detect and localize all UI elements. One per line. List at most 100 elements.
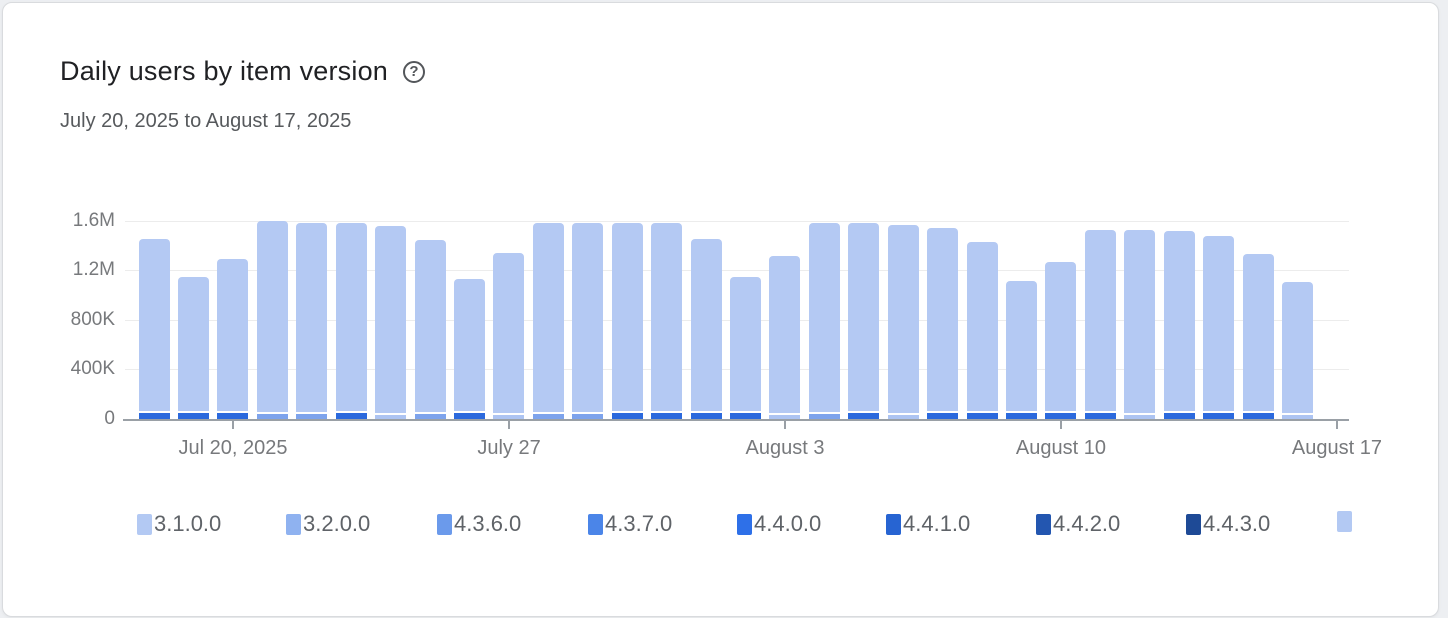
bar-day-10[interactable] bbox=[493, 253, 525, 419]
y-axis-label: 1.2M bbox=[72, 259, 115, 281]
legend-swatch bbox=[588, 513, 603, 535]
bar-segment-top bbox=[375, 225, 407, 413]
bar-segment-separator bbox=[1045, 411, 1077, 413]
x-axis-tick bbox=[784, 421, 787, 429]
bar-segment-top bbox=[769, 255, 801, 413]
bar-segment-separator bbox=[1005, 411, 1037, 413]
legend-swatch bbox=[1036, 513, 1051, 535]
bar-day-15[interactable] bbox=[690, 239, 722, 419]
bar-segment-separator bbox=[611, 411, 643, 413]
legend-label: 4.4.3.0 bbox=[1203, 511, 1271, 536]
bar-day-8[interactable] bbox=[414, 240, 446, 419]
bar-day-14[interactable] bbox=[651, 223, 683, 419]
legend-item-3.1.0.0: 3.1.0.0 bbox=[137, 511, 221, 537]
bar-segment-top bbox=[572, 223, 604, 412]
bar-day-5[interactable] bbox=[296, 222, 328, 419]
bar-segment-base bbox=[966, 413, 998, 419]
legend-label: 4.3.6.0 bbox=[454, 511, 522, 536]
bar-day-24[interactable] bbox=[1045, 261, 1077, 419]
x-axis-tick bbox=[508, 421, 511, 429]
bar-segment-separator bbox=[217, 411, 249, 413]
bar-segment-top bbox=[217, 258, 249, 411]
bar-day-1[interactable] bbox=[138, 238, 170, 419]
date-range: July 20, 2025 to August 17, 2025 bbox=[60, 110, 352, 132]
legend-swatch bbox=[886, 513, 901, 535]
bar-segment-separator bbox=[1124, 413, 1156, 415]
bar-day-4[interactable] bbox=[256, 220, 288, 419]
page-title: Daily users by item version bbox=[60, 56, 389, 86]
bar-day-16[interactable] bbox=[729, 277, 761, 419]
bar-segment-top bbox=[808, 223, 840, 412]
bar-segment-top bbox=[1203, 236, 1235, 411]
bar-segment-top bbox=[729, 277, 761, 411]
y-axis-label: 0 bbox=[104, 408, 115, 429]
bar-segment-separator bbox=[848, 411, 880, 413]
y-axis-label: 800K bbox=[70, 308, 115, 330]
bar-day-18[interactable] bbox=[808, 223, 840, 419]
legend-label: 3.2.0.0 bbox=[303, 511, 371, 536]
bar-day-11[interactable] bbox=[532, 223, 564, 419]
bar-day-19[interactable] bbox=[848, 223, 880, 419]
bar-day-29[interactable] bbox=[1242, 253, 1274, 419]
x-axis-label: July 27 bbox=[477, 437, 541, 459]
bar-segment-base bbox=[453, 413, 485, 419]
bar-day-23[interactable] bbox=[1005, 280, 1037, 419]
bar-segment-top bbox=[414, 240, 446, 412]
bar-day-12[interactable] bbox=[572, 223, 604, 419]
legend-label: 4.3.7.0 bbox=[605, 511, 673, 536]
bar-segment-top bbox=[453, 278, 485, 411]
card-header: Daily users by item version ? bbox=[60, 56, 426, 87]
bar-segment-base bbox=[335, 413, 367, 419]
bar-day-17[interactable] bbox=[769, 255, 801, 419]
bar-segment-separator bbox=[532, 412, 564, 414]
bar-segment-base bbox=[808, 414, 840, 419]
bar-segment-base bbox=[572, 414, 604, 419]
x-axis-label: Jul 20, 2025 bbox=[178, 437, 288, 459]
bar-segment-base bbox=[690, 413, 722, 419]
bar-day-20[interactable] bbox=[887, 225, 919, 419]
bar-day-26[interactable] bbox=[1124, 229, 1156, 419]
legend-item-4.4.3.0: 4.4.3.0 bbox=[1186, 511, 1270, 537]
bar-segment-separator bbox=[335, 411, 367, 413]
bar-segment-separator bbox=[651, 411, 683, 413]
help-icon[interactable]: ? bbox=[403, 60, 426, 83]
bar-day-7[interactable] bbox=[375, 225, 407, 419]
legend-label: 4.4.0.0 bbox=[754, 511, 822, 536]
bar-day-25[interactable] bbox=[1084, 230, 1116, 419]
bar-day-2[interactable] bbox=[177, 277, 209, 419]
bar-day-27[interactable] bbox=[1163, 231, 1195, 419]
bar-segment-top bbox=[335, 222, 367, 411]
bar-day-6[interactable] bbox=[335, 222, 367, 419]
bar-segment-top bbox=[1242, 253, 1274, 411]
bar-day-28[interactable] bbox=[1203, 236, 1235, 419]
bar-segment-separator bbox=[1203, 411, 1235, 413]
bar-day-9[interactable] bbox=[453, 278, 485, 419]
bar-segment-base bbox=[256, 414, 288, 419]
legend-item-4.4.0.0: 4.4.0.0 bbox=[737, 511, 821, 537]
bar-day-21[interactable] bbox=[927, 228, 959, 419]
bar-segment-separator bbox=[296, 412, 328, 414]
bar-segment-base bbox=[1281, 415, 1313, 419]
bar-segment-separator bbox=[887, 413, 919, 415]
x-axis-tick bbox=[231, 421, 234, 429]
bar-segment-top bbox=[532, 223, 564, 412]
legend-label: 4.4.1.0 bbox=[903, 511, 971, 536]
bar-day-3[interactable] bbox=[217, 258, 249, 419]
bar-segment-top bbox=[1005, 280, 1037, 411]
bar-segment-base bbox=[177, 413, 209, 419]
x-axis-label: August 10 bbox=[1015, 437, 1106, 459]
bar-segment-separator bbox=[414, 412, 446, 414]
legend-item-4.4.2.0: 4.4.2.0 bbox=[1036, 511, 1120, 537]
x-axis-tick bbox=[1059, 421, 1062, 429]
bar-day-13[interactable] bbox=[611, 223, 643, 419]
x-axis-label: August 3 bbox=[745, 437, 825, 459]
bar-segment-base bbox=[375, 415, 407, 419]
bar-chart-plot-area bbox=[125, 210, 1349, 419]
bar-day-22[interactable] bbox=[966, 242, 998, 419]
x-axis-line bbox=[123, 419, 1349, 421]
bar-day-30[interactable] bbox=[1281, 281, 1313, 419]
bar-segment-base bbox=[493, 415, 525, 419]
bar-segment-base bbox=[1163, 413, 1195, 419]
legend-swatch bbox=[737, 513, 752, 535]
